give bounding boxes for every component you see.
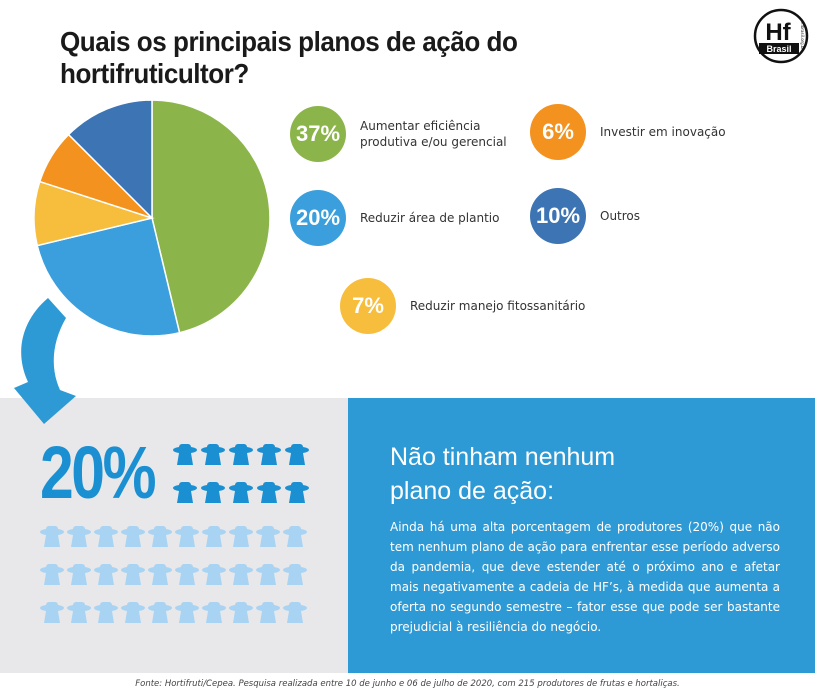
producer-icons-grid: [40, 444, 309, 623]
producer-icon: [256, 564, 280, 585]
producer-icon: [148, 602, 172, 623]
producer-icon: [257, 444, 281, 465]
legend-label-eficiencia: Aumentar eficiência produtiva e/ou geren…: [360, 119, 507, 149]
producer-icon: [175, 602, 199, 623]
info-heading-line1: Não tinham nenhum: [390, 443, 616, 471]
producer-icon: [283, 564, 307, 585]
producer-icon: [201, 444, 225, 465]
info-heading: Não tinham nenhum plano de ação:: [390, 440, 770, 508]
producer-icon: [202, 526, 226, 547]
legend-label-outros: Outros: [600, 209, 641, 223]
producer-icon: [202, 564, 226, 585]
producer-icon: [40, 602, 64, 623]
producer-icon: [67, 602, 91, 623]
producer-icon: [285, 482, 309, 503]
producer-icon: [94, 602, 118, 623]
producer-icon: [148, 564, 172, 585]
legend-value-area: 20%: [290, 190, 346, 246]
producer-icon: [283, 602, 307, 623]
info-body: Ainda há uma alta porcentagem de produto…: [390, 520, 780, 634]
producer-icon: [40, 564, 64, 585]
curved-arrow-icon: [14, 298, 76, 424]
pie-slice-outros: [67, 99, 153, 220]
producer-icon: [173, 444, 197, 465]
legend-value-eficiencia: 37%: [290, 106, 346, 162]
producer-icon: [229, 602, 253, 623]
producer-icon: [67, 564, 91, 585]
chart-section: 37% Aumentar eficiência produtiva e/ou g…: [0, 96, 815, 398]
producer-icon: [201, 482, 225, 503]
legend-item-manejo: 7% Reduzir manejo fitossanitário: [340, 278, 585, 334]
producer-icon: [283, 526, 307, 547]
producer-icon: [256, 526, 280, 547]
legend-item-inovacao: 6% Investir em inovação: [530, 104, 726, 160]
legend-label-area: Reduzir área de plantio: [360, 211, 500, 225]
highlight-value: 20%: [40, 431, 157, 514]
producer-icon: [175, 564, 199, 585]
producer-icon: [175, 526, 199, 547]
info-heading-line2: plano de ação:: [390, 477, 555, 505]
legend-item-eficiencia: 37% Aumentar eficiência produtiva e/ou g…: [290, 106, 510, 162]
producer-icon: [121, 526, 145, 547]
producer-icon: [121, 602, 145, 623]
logo-main-text: Hf: [765, 19, 791, 46]
producer-icon: [229, 482, 253, 503]
legend-label-manejo: Reduzir manejo fitossanitário: [410, 299, 586, 313]
page-title: Quais os principais planos de ação do ho…: [60, 26, 518, 89]
info-panel: [348, 398, 815, 673]
logo-site-text: hfbrasil.org.br: [800, 22, 805, 51]
producer-icon: [202, 602, 226, 623]
pie-slice-area: [36, 217, 181, 337]
producer-icon: [148, 526, 172, 547]
producer-icon: [40, 526, 64, 547]
producer-icon: [94, 526, 118, 547]
legend-item-outros: 10% Outros: [530, 188, 640, 244]
producer-icon: [67, 526, 91, 547]
producer-icon: [229, 526, 253, 547]
source-footnote: Fonte: Hortifruti/Cepea. Pesquisa realiz…: [135, 679, 680, 689]
pie-slice-eficiencia: [151, 99, 271, 334]
producer-icon: [229, 444, 253, 465]
producer-icon: [229, 564, 253, 585]
producer-icon: [257, 482, 281, 503]
producer-icon: [173, 482, 197, 503]
producer-icon: [285, 444, 309, 465]
legend-value-inovacao: 6%: [530, 104, 586, 160]
legend-value-manejo: 7%: [340, 278, 396, 334]
hf-brasil-logo: Hf Brasil hfbrasil.org.br: [753, 8, 809, 64]
legend-value-outros: 10%: [530, 188, 586, 244]
producer-icon: [94, 564, 118, 585]
producer-icon: [121, 564, 145, 585]
legend-label-inovacao: Investir em inovação: [600, 125, 726, 139]
legend-item-area: 20% Reduzir área de plantio: [290, 190, 499, 246]
producer-icon: [256, 602, 280, 623]
pie-chart: [33, 99, 271, 337]
logo-sub-text: Brasil: [766, 44, 791, 54]
